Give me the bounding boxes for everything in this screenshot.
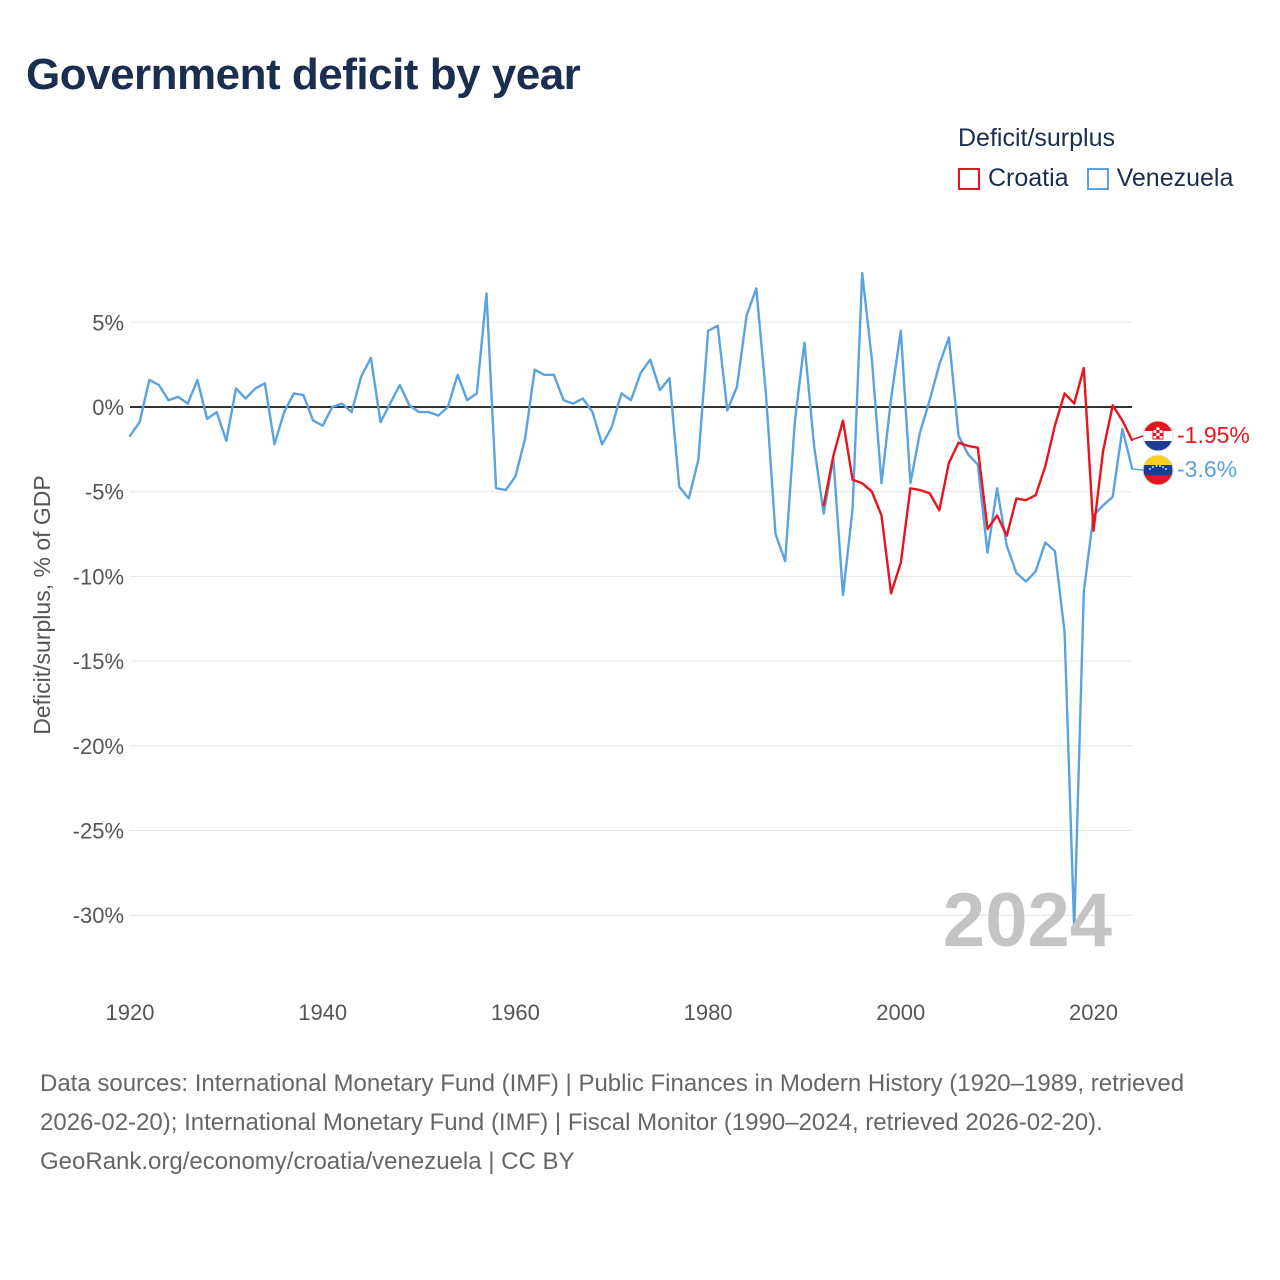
line-chart: 5% 0% -5% -10% -15% -20% -25% -30% 1920 1940 1960… — [29, 272, 1250, 1025]
x-tick-label: 1940 — [298, 1000, 347, 1025]
legend-swatch-venezuela — [1086, 167, 1109, 190]
x-tick-label: 1920 — [106, 1000, 155, 1025]
gridlines — [130, 321, 1132, 916]
x-axis-ticks: 1920 1940 1960 1980 2000 2020 — [106, 1000, 1118, 1025]
x-tick-label: 1980 — [684, 1000, 733, 1025]
legend-item-croatia[interactable]: Croatia — [958, 164, 1069, 193]
legend: Croatia Venezuela — [958, 164, 1251, 193]
croatia-flag-icon — [1142, 420, 1174, 452]
y-tick-label: -5% — [85, 480, 124, 505]
x-tick-label: 1960 — [491, 1000, 540, 1025]
chart-title: Government deficit by year — [26, 50, 581, 99]
venezuela-end-label: -3.6% — [1177, 456, 1237, 482]
series-line-venezuela[interactable] — [128, 272, 1134, 930]
y-tick-label: 5% — [92, 310, 124, 335]
legend-label-croatia: Croatia — [988, 164, 1069, 192]
x-tick-label: 2020 — [1069, 1000, 1118, 1025]
legend-item-venezuela[interactable]: Venezuela — [1086, 164, 1234, 193]
croatia-end-connector — [1130, 435, 1144, 441]
croatia-end-label: -1.95% — [1177, 422, 1250, 448]
y-tick-label: 0% — [92, 395, 124, 420]
legend-label-venezuela: Venezuela — [1116, 164, 1234, 192]
credit-link[interactable]: GeoRank.org/economy/croatia/venezuela | … — [40, 1148, 575, 1175]
y-axis-label: Deficit/surplus, % of GDP — [29, 475, 55, 734]
y-tick-label: -15% — [73, 649, 124, 674]
legend-title: Deficit/surplus — [958, 124, 1115, 152]
x-tick-label: 2000 — [876, 1000, 925, 1025]
y-tick-label: -30% — [73, 903, 124, 928]
legend-swatch-croatia — [958, 167, 980, 190]
y-axis-ticks: 5% 0% -5% -10% -15% -20% -25% -30% — [73, 310, 124, 928]
venezuela-flag-icon — [1142, 454, 1174, 486]
footer: Data sources: International Monetary Fun… — [40, 1064, 1240, 1181]
y-tick-label: -20% — [73, 734, 124, 759]
y-tick-label: -25% — [73, 819, 124, 844]
year-watermark: 2024 — [943, 878, 1112, 963]
venezuela-end-connector — [1130, 468, 1144, 471]
series-line-croatia[interactable] — [822, 366, 1134, 595]
series-lines — [128, 272, 1134, 930]
data-sources: Data sources: International Monetary Fun… — [40, 1070, 1185, 1136]
y-tick-label: -10% — [73, 564, 124, 589]
